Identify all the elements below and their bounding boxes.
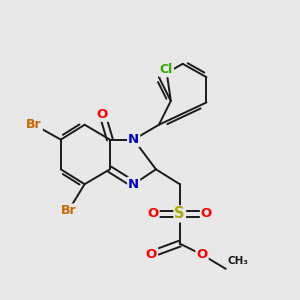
Text: Cl: Cl <box>160 63 173 76</box>
Text: O: O <box>147 207 159 220</box>
Text: Br: Br <box>61 204 76 218</box>
Text: CH₃: CH₃ <box>227 256 248 266</box>
Text: N: N <box>128 133 139 146</box>
Text: N: N <box>128 178 139 191</box>
Text: S: S <box>175 206 185 221</box>
Text: O: O <box>201 207 212 220</box>
Text: O: O <box>146 248 157 260</box>
Text: Br: Br <box>26 118 42 131</box>
Text: O: O <box>97 108 108 121</box>
Text: O: O <box>196 248 208 261</box>
